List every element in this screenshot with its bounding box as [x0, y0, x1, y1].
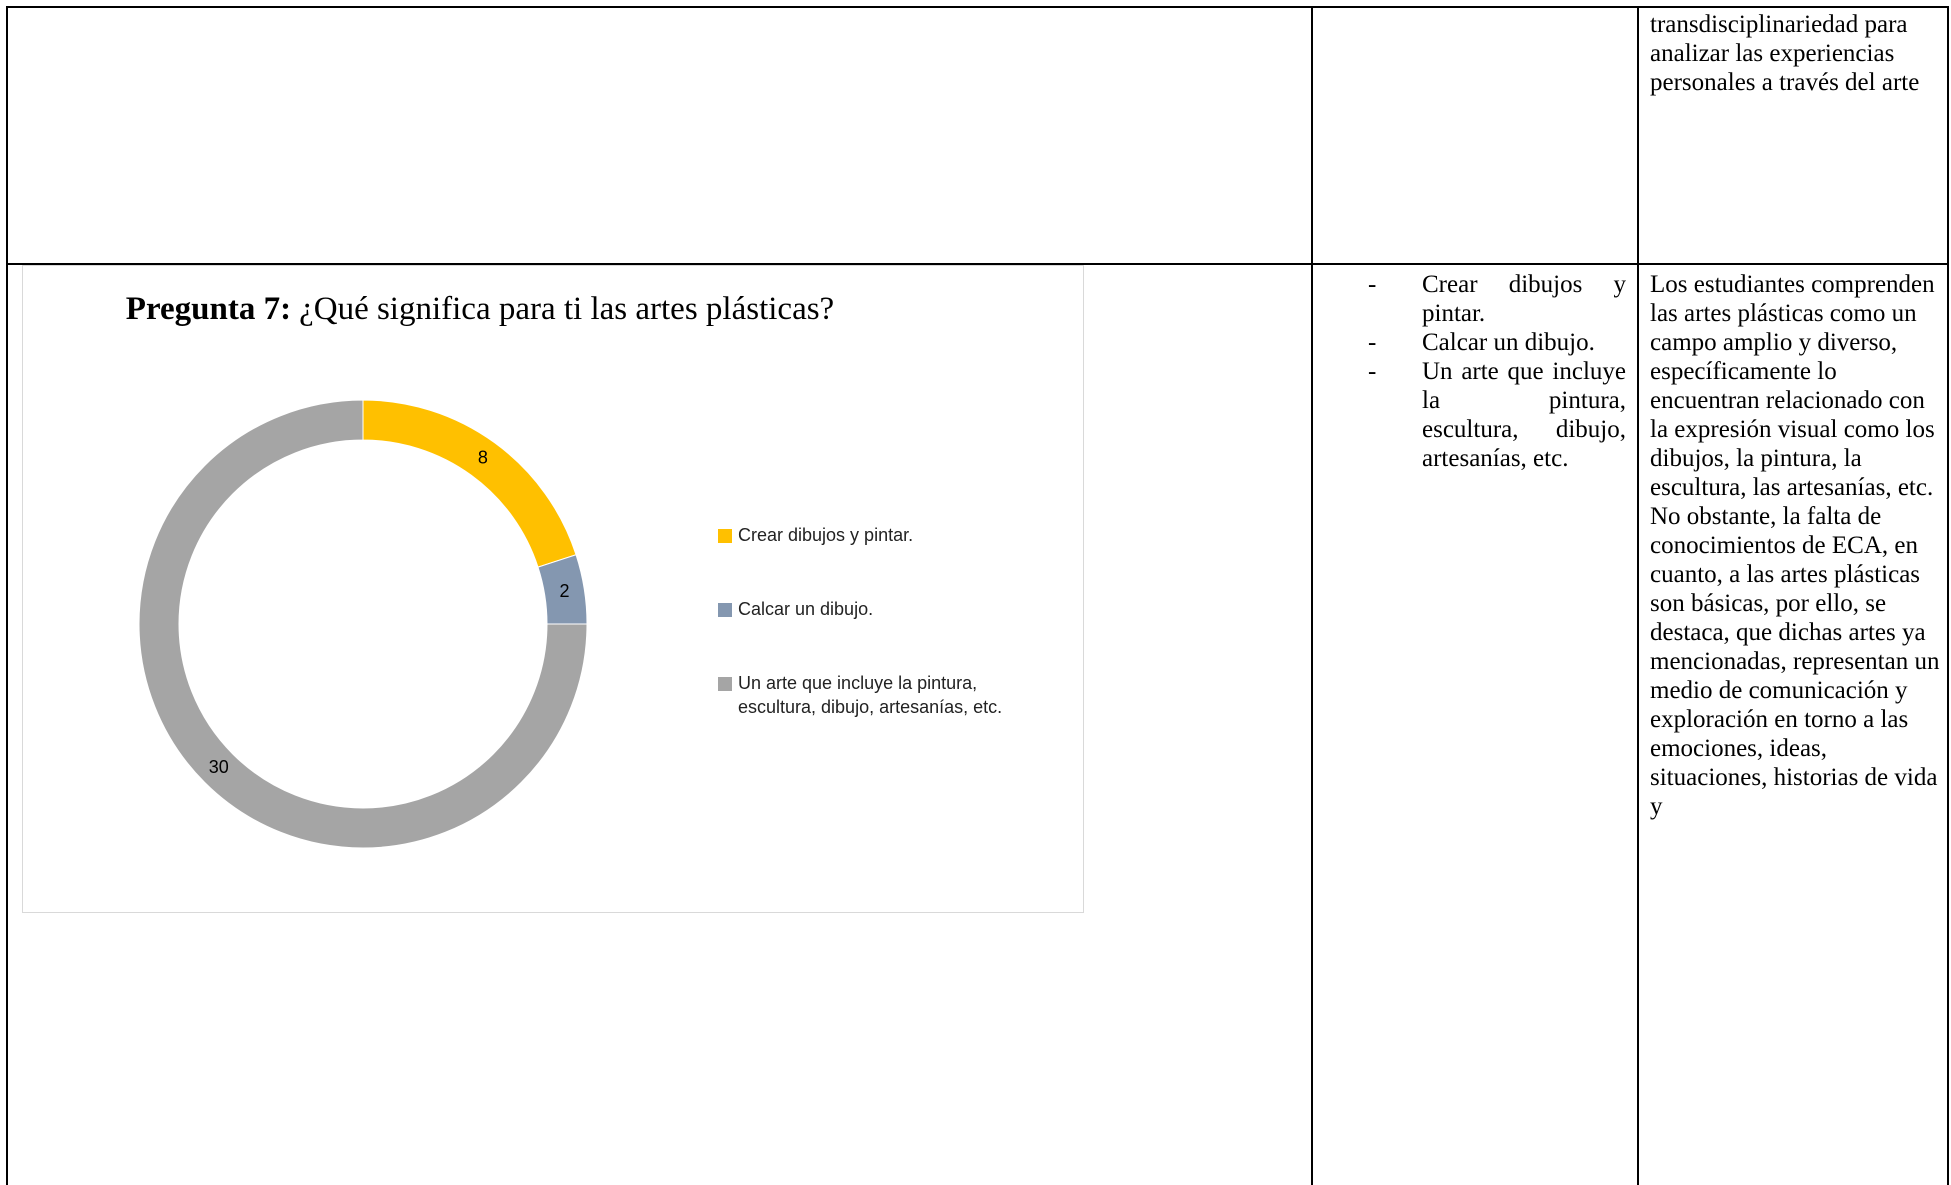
chart: Pregunta 7: ¿Qué significa para ti las ar…: [22, 265, 1084, 913]
border-col: [1311, 6, 1313, 1185]
border-row: [6, 263, 1949, 265]
title-text: ¿Qué significa para ti las artes plástic…: [299, 291, 834, 327]
answer-list: Crear dibujos y pintar. Calcar un dibujo…: [1368, 270, 1626, 473]
list-item: Un arte que incluye la pintura, escultur…: [1368, 357, 1626, 473]
legend-label: Crear dibujos y pintar.: [738, 525, 913, 545]
cell-text: transdisciplinariedad para analizar las …: [1650, 11, 1920, 96]
list-item: Crear dibujos y pintar.: [1368, 270, 1626, 328]
data-label: 30: [209, 757, 229, 777]
legend-line: Un arte que incluye la pintura,: [738, 673, 977, 693]
border-right: [1947, 6, 1949, 1185]
legend-swatch: [718, 603, 732, 617]
legend-label: Un arte que incluye la pintura, escultura…: [738, 673, 1002, 717]
legend-line: escultura, dibujo, artesanías, etc.: [738, 697, 1002, 717]
donut-slice: [138, 399, 588, 849]
legend-label: Calcar un dibujo.: [738, 599, 873, 619]
data-label: 2: [559, 581, 569, 601]
legend-swatch: [718, 677, 732, 691]
list-item: Calcar un dibujo.: [1368, 328, 1626, 357]
title-label: Pregunta 7:: [126, 291, 291, 327]
chart-title: Pregunta 7: ¿Qué significa para ti las ar…: [126, 291, 834, 327]
border-top: [6, 6, 1949, 8]
cell-text: Los estudiantes comprenden las artes plá…: [1650, 271, 1940, 820]
data-label: 8: [478, 448, 488, 468]
legend-swatch: [718, 529, 732, 543]
border-col: [1637, 6, 1639, 1185]
border-left: [6, 6, 8, 1185]
